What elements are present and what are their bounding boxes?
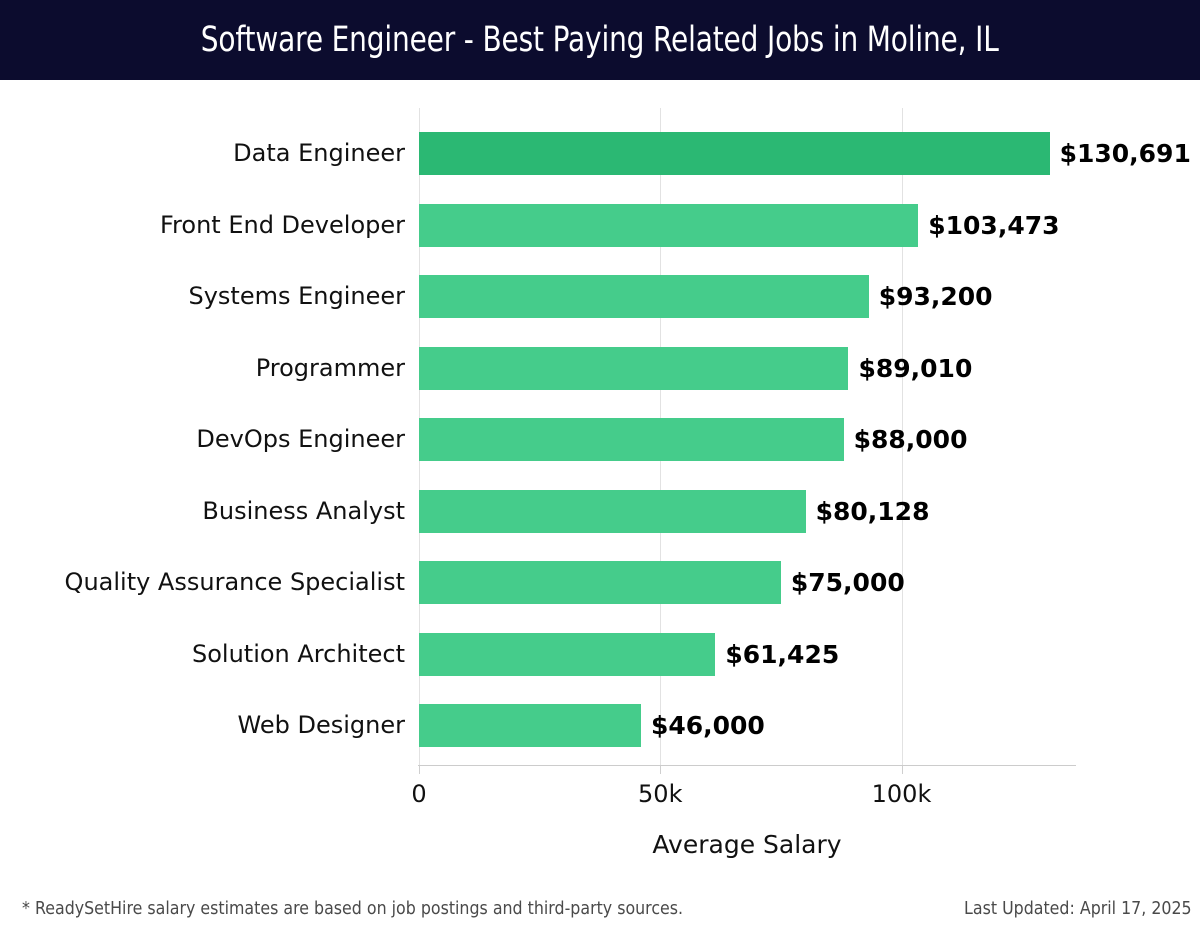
bar-row[interactable]: Solution Architect $61,425: [0, 632, 1200, 676]
category-label: Quality Assurance Specialist: [64, 568, 405, 596]
bar[interactable]: [419, 632, 716, 676]
bar[interactable]: [419, 346, 849, 390]
bar-value-label: $75,000: [790, 568, 905, 597]
category-label: Solution Architect: [191, 639, 405, 668]
bar-row[interactable]: Programmer $89,010: [0, 346, 1200, 390]
bar-row[interactable]: Front End Developer $103,473: [0, 203, 1200, 247]
footnote-disclaimer: * ReadySetHire salary estimates are base…: [22, 898, 684, 919]
bar-row[interactable]: Web Designer $46,000: [0, 704, 1200, 747]
bar[interactable]: [419, 704, 641, 747]
category-label: Web Designer: [237, 711, 405, 739]
bar-row[interactable]: Systems Engineer $93,200: [0, 275, 1200, 318]
x-tick-label: 0: [411, 780, 427, 808]
bar-row[interactable]: Data Engineer $130,691: [0, 132, 1200, 175]
bar-value-label: $93,200: [878, 282, 993, 311]
x-axis-line: [418, 765, 1076, 766]
x-tick-label: 50k: [638, 780, 683, 808]
page-title: Software Engineer - Best Paying Related …: [201, 20, 999, 60]
bar[interactable]: [419, 132, 1050, 175]
bar-value-label: $88,000: [853, 425, 968, 454]
x-tick-label: 100k: [871, 780, 932, 808]
category-label: DevOps Engineer: [196, 425, 405, 453]
tick-mark-100k: [901, 766, 903, 774]
bar[interactable]: [419, 489, 806, 533]
chart-header: Software Engineer - Best Paying Related …: [0, 0, 1200, 80]
x-axis-title: Average Salary: [652, 830, 842, 859]
category-label: Data Engineer: [233, 139, 405, 167]
tick-mark-0: [419, 766, 420, 774]
bar[interactable]: [419, 203, 919, 247]
gridline-100k: [901, 108, 903, 765]
bar-value-label: $89,010: [858, 353, 973, 383]
bar-value-label: $46,000: [650, 711, 765, 740]
category-label: Systems Engineer: [188, 282, 405, 310]
bar-value-label: $80,128: [815, 496, 930, 526]
bar[interactable]: [419, 418, 844, 461]
category-label: Business Analyst: [202, 496, 405, 525]
chart-footer: * ReadySetHire salary estimates are base…: [0, 890, 1200, 940]
bar-row[interactable]: Quality Assurance Specialist $75,000: [0, 561, 1200, 604]
bar-value-label: $130,691: [1059, 139, 1191, 168]
bar[interactable]: [419, 561, 781, 604]
plot-area: 0 50k 100k Data Engineer $130,691 Front End …: [0, 80, 1200, 860]
bar-value-label: $103,473: [928, 210, 1060, 240]
category-label: Front End Developer: [159, 210, 405, 239]
category-label: Programmer: [255, 353, 405, 382]
bar-value-label: $61,425: [725, 639, 840, 669]
tick-mark-50k: [660, 766, 662, 774]
bar[interactable]: [419, 275, 869, 318]
last-updated-text: Last Updated: April 17, 2025: [964, 898, 1192, 919]
bar-row[interactable]: DevOps Engineer $88,000: [0, 418, 1200, 461]
bar-row[interactable]: Business Analyst $80,128: [0, 489, 1200, 533]
